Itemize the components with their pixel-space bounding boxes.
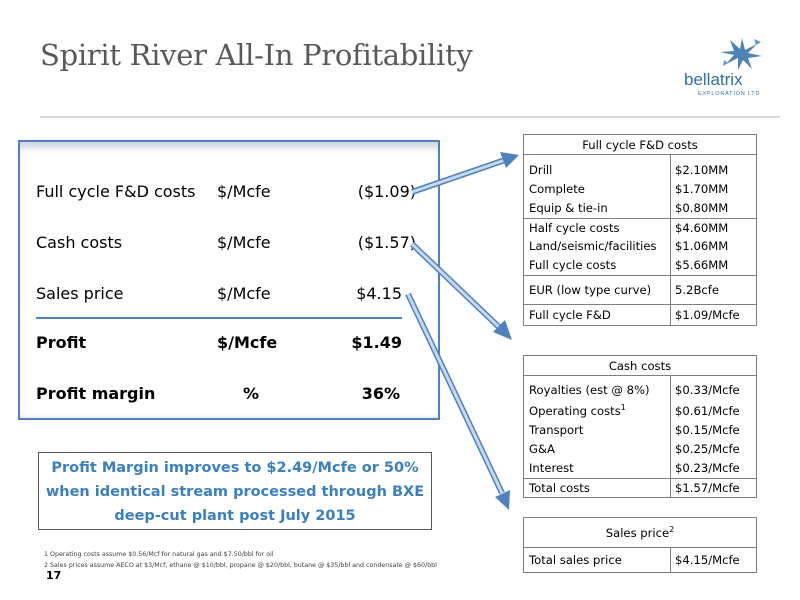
row-value: $4.15 bbox=[356, 284, 402, 303]
row-value: $2.10MM bbox=[675, 163, 729, 177]
row-key: Total costs bbox=[529, 481, 590, 495]
table-row: Total sales price $4.15/Mcfe bbox=[524, 548, 756, 572]
row-value: $1.70MM bbox=[675, 182, 729, 196]
row-label: Cash costs bbox=[36, 233, 123, 252]
column-divider bbox=[670, 548, 671, 572]
row-key: G&A bbox=[529, 442, 555, 456]
footnote-ref: 1 bbox=[620, 403, 626, 412]
row-key: Operating costs1 bbox=[529, 400, 626, 423]
row-label: Full cycle F&D costs bbox=[36, 182, 196, 201]
table-row: Operating costs1 $0.61/Mcfe bbox=[524, 400, 756, 421]
title-divider bbox=[40, 116, 780, 118]
row-value: $0.23/Mcfe bbox=[675, 461, 740, 475]
summary-row-profit: Profit $/Mcfe $1.49 bbox=[36, 333, 416, 357]
row-key: Drill bbox=[529, 163, 553, 177]
cash-costs-table: Cash costs Royalties (est @ 8%) $0.33/Mcf… bbox=[523, 355, 757, 498]
company-logo: bellatrix EXPLORATION LTD bbox=[678, 36, 798, 106]
row-value: $0.61/Mcfe bbox=[675, 404, 740, 418]
profitability-summary-box: Full cycle F&D costs $/Mcfe ($1.09) Cash… bbox=[18, 140, 440, 420]
row-key: EUR (low type curve) bbox=[529, 283, 652, 297]
row-key: Full cycle F&D bbox=[529, 308, 611, 322]
row-key: Royalties (est @ 8%) bbox=[529, 383, 650, 397]
table-header-text: Sales price bbox=[605, 526, 670, 540]
row-unit: % bbox=[243, 384, 260, 403]
table-row: Total costs $1.57/Mcfe bbox=[524, 478, 756, 497]
row-value: $0.33/Mcfe bbox=[675, 383, 740, 397]
row-value: $1.09/Mcfe bbox=[675, 308, 740, 322]
table-header: Cash costs bbox=[524, 356, 756, 376]
row-unit: $/Mcfe bbox=[217, 284, 271, 303]
table-row: Transport $0.15/Mcfe bbox=[524, 421, 756, 440]
footnote-2: 2 Sales prices assume AECO at $3/Mcf, et… bbox=[44, 562, 437, 569]
row-value: $0.15/Mcfe bbox=[675, 423, 740, 437]
table-row: Royalties (est @ 8%) $0.33/Mcfe bbox=[524, 381, 756, 400]
arrow-to-fd-table bbox=[411, 152, 519, 195]
row-value: ($1.57) bbox=[357, 233, 416, 252]
summary-row-fd: Full cycle F&D costs $/Mcfe ($1.09) bbox=[36, 182, 416, 206]
footnote-ref: 2 bbox=[669, 525, 675, 534]
star-logo-icon bbox=[720, 38, 762, 70]
row-label: Profit margin bbox=[36, 384, 156, 403]
profit-divider bbox=[36, 317, 402, 319]
summary-row-sales: Sales price $/Mcfe $4.15 bbox=[36, 284, 416, 308]
row-key: Interest bbox=[529, 461, 574, 475]
row-value: $4.15/Mcfe bbox=[675, 553, 740, 567]
table-row: G&A $0.25/Mcfe bbox=[524, 440, 756, 459]
table-row: Equip & tie-in $0.80MM bbox=[524, 199, 756, 218]
arrow-to-sales-table bbox=[405, 292, 510, 510]
page-title: Spirit River All-In Profitability bbox=[40, 38, 473, 72]
row-value: $5.66MM bbox=[675, 258, 729, 272]
table-header: Sales price2 bbox=[524, 518, 756, 548]
logo-wordmark: bellatrix bbox=[684, 70, 743, 89]
row-value: $1.49 bbox=[351, 333, 402, 352]
table-row: Half cycle costs $4.60MM bbox=[524, 218, 756, 237]
row-key: Full cycle costs bbox=[529, 258, 617, 272]
summary-row-margin: Profit margin % 36% bbox=[36, 384, 416, 408]
sales-price-table: Sales price2 Total sales price $4.15/Mcfe bbox=[523, 517, 757, 573]
row-label: Sales price bbox=[36, 284, 124, 303]
callout-line: when identical stream processed through … bbox=[45, 484, 425, 500]
page-number: 17 bbox=[46, 569, 62, 582]
table-row: Complete $1.70MM bbox=[524, 180, 756, 199]
row-unit: $/Mcfe bbox=[217, 182, 271, 201]
row-label: Profit bbox=[36, 333, 87, 352]
footnotes: 1 Operating costs assume $0.56/Mcf for n… bbox=[44, 549, 437, 571]
row-value: $1.06MM bbox=[675, 239, 729, 253]
arrow-to-cash-table bbox=[409, 241, 512, 340]
row-value: $0.25/Mcfe bbox=[675, 442, 740, 456]
fd-costs-table: Full cycle F&D costs Drill $2.10MM Comple… bbox=[523, 134, 757, 326]
footnote-1: 1 Operating costs assume $0.56/Mcf for n… bbox=[44, 551, 274, 558]
row-value: $1.57/Mcfe bbox=[675, 481, 740, 495]
row-value: $4.60MM bbox=[675, 221, 729, 235]
callout-line: deep-cut plant post July 2015 bbox=[114, 508, 356, 524]
row-key: Total sales price bbox=[529, 553, 622, 567]
row-unit: $/Mcfe bbox=[217, 233, 271, 252]
row-key-text: Operating costs bbox=[529, 404, 621, 418]
row-key: Transport bbox=[529, 423, 584, 437]
row-value: 36% bbox=[361, 384, 400, 403]
row-value: ($1.09) bbox=[357, 182, 416, 201]
table-header: Full cycle F&D costs bbox=[524, 135, 756, 155]
column-divider bbox=[670, 376, 671, 497]
table-row: Full cycle F&D $1.09/Mcfe bbox=[524, 304, 756, 325]
row-key: Complete bbox=[529, 182, 585, 196]
row-value: 5.2Bcfe bbox=[675, 283, 719, 297]
callout-line: Profit Margin improves to $2.49/Mcfe or … bbox=[51, 460, 419, 476]
table-row: EUR (low type curve) 5.2Bcfe bbox=[524, 275, 756, 304]
row-unit: $/Mcfe bbox=[217, 333, 278, 352]
summary-row-cash: Cash costs $/Mcfe ($1.57) bbox=[36, 233, 416, 257]
column-divider bbox=[670, 155, 671, 325]
logo-subtitle: EXPLORATION LTD bbox=[698, 91, 761, 97]
row-key: Half cycle costs bbox=[529, 221, 620, 235]
row-value: $0.80MM bbox=[675, 201, 729, 215]
profit-margin-callout: Profit Margin improves to $2.49/Mcfe or … bbox=[38, 452, 432, 530]
table-row: Interest $0.23/Mcfe bbox=[524, 459, 756, 478]
table-row: Drill $2.10MM bbox=[524, 161, 756, 180]
table-row: Full cycle costs $5.66MM bbox=[524, 256, 756, 275]
row-key: Land/seismic/facilities bbox=[529, 239, 657, 253]
row-key: Equip & tie-in bbox=[529, 201, 608, 215]
table-row: Land/seismic/facilities $1.06MM bbox=[524, 237, 756, 256]
